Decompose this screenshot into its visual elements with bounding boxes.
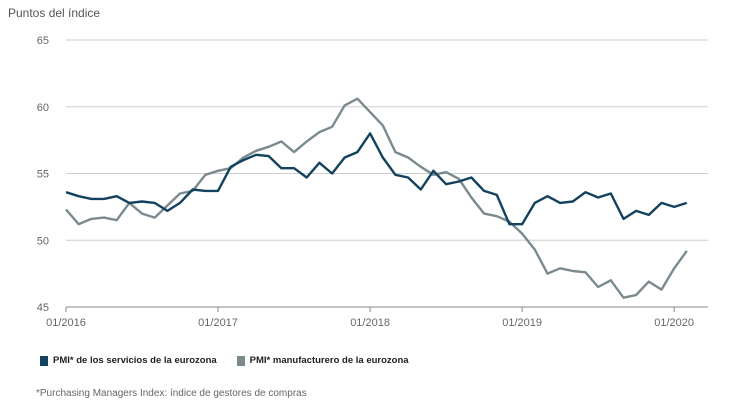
legend-label-services: PMI* de los servicios de la eurozona [53, 355, 217, 366]
legend-item-services: PMI* de los servicios de la eurozona [40, 355, 217, 366]
y-tick-label-50: 50 [37, 235, 49, 247]
y-axis-title: Puntos del índice [8, 6, 101, 20]
legend-label-manufacturing: PMI* manufacturero de la eurozona [249, 355, 409, 366]
line-chart: 45 50 55 60 65 01/2016 01/2017 01/2018 01/2019 01… [37, 35, 708, 329]
x-tick-label: 01/2018 [350, 317, 390, 329]
legend-swatch-manufacturing [236, 355, 245, 366]
y-tick-label-65: 65 [37, 35, 49, 47]
x-tick-label: 01/2019 [502, 317, 542, 329]
legend-swatch-services [40, 355, 48, 366]
x-tick-label: 01/2017 [198, 317, 238, 329]
series-line-manufacturing [65, 97, 688, 299]
legend: PMI* de los servicios de la eurozona PMI… [40, 355, 429, 366]
x-tick-label: 01/2020 [654, 317, 694, 329]
legend-item-manufacturing: PMI* manufacturero de la eurozona [236, 355, 409, 366]
x-tick-label: 01/2016 [46, 317, 86, 329]
y-tick-label-60: 60 [37, 102, 49, 114]
footnote: *Purchasing Managers Index: índice de ge… [36, 388, 307, 399]
y-tick-label-55: 55 [37, 169, 49, 181]
y-tick-label-45: 45 [37, 302, 49, 314]
series-line-services [65, 132, 688, 226]
